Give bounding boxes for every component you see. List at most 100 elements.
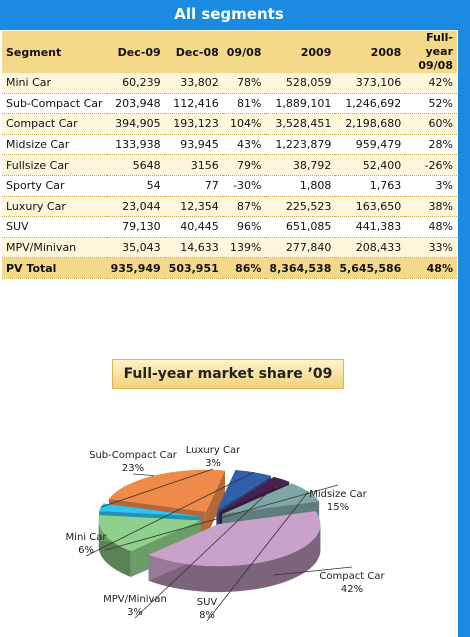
- segment-name-cell: Midsize Car: [2, 134, 107, 156]
- value-cell: 43%: [222, 134, 266, 156]
- pie-chart: Compact Car 42% Midsize Car 15% Luxury Car 3%…: [66, 445, 385, 622]
- value-cell: 33%: [405, 237, 457, 259]
- value-cell: 48%: [405, 216, 457, 238]
- col-header: 2008: [335, 31, 406, 73]
- slice-label: Midsize Car: [309, 489, 367, 500]
- segment-name-cell: MPV/Minivan: [2, 237, 107, 259]
- segments-table: Segment Dec-09 Dec-08 09/08 2009 2008 Fu…: [2, 31, 457, 279]
- value-cell: 959,479: [335, 134, 406, 156]
- value-cell: 23,044: [106, 196, 165, 218]
- pie-slice-compact-car: [148, 511, 321, 567]
- value-cell: 163,650: [335, 196, 406, 218]
- pie-slice-side: [98, 520, 131, 578]
- leader-line: [100, 468, 214, 508]
- value-cell: 52%: [405, 93, 457, 115]
- value-cell: 1,223,879: [265, 134, 336, 156]
- value-cell: 3,528,451: [265, 113, 336, 135]
- value-cell: 1,763: [335, 175, 406, 197]
- value-cell: 193,123: [164, 113, 223, 135]
- value-cell: 38,792: [265, 154, 336, 176]
- value-cell: 133,938: [106, 134, 165, 156]
- value-cell: 28%: [405, 134, 457, 156]
- value-cell: 60%: [405, 113, 457, 135]
- col-header: Full-year 09/08: [405, 31, 457, 73]
- table-row: Fullsize Car 5648 3156 79% 38,792 52,400 -26%: [2, 154, 457, 176]
- slice-percent-label: 8%: [199, 610, 215, 621]
- col-header: 09/08: [222, 31, 266, 73]
- slice-label: SUV: [197, 597, 218, 608]
- segment-name-cell: PV Total: [2, 257, 107, 279]
- value-cell: 35,043: [106, 237, 165, 259]
- slice-percent-label: 23%: [122, 463, 144, 474]
- segment-name-cell: Fullsize Car: [2, 154, 107, 176]
- value-cell: 78%: [222, 73, 266, 94]
- value-cell: 104%: [222, 113, 266, 135]
- value-cell: 42%: [405, 73, 457, 94]
- value-cell: 394,905: [106, 113, 165, 135]
- table-row: Mini Car 60,239 33,802 78% 528,059 373,106 42%: [2, 73, 457, 94]
- value-cell: 48%: [405, 257, 457, 279]
- value-cell: 87%: [222, 196, 266, 218]
- table-row: PV Total 935,949 503,951 86% 8,364,538 5,645,…: [2, 257, 457, 279]
- value-cell: 139%: [222, 237, 266, 259]
- slice-percent-label: 3%: [205, 458, 221, 469]
- table-row: Compact Car 394,905 193,123 104% 3,528,451 2,…: [2, 113, 457, 135]
- table-row: SUV 79,130 40,445 96% 651,085 441,383 48%: [2, 216, 457, 238]
- value-cell: 81%: [222, 93, 266, 115]
- slice-label: MPV/Minivan: [103, 594, 167, 605]
- value-cell: 5,645,586: [335, 257, 406, 279]
- leader-line: [273, 566, 353, 576]
- col-header: 2009: [265, 31, 336, 73]
- leader-line: [134, 478, 283, 619]
- table-body: Mini Car 60,239 33,802 78% 528,059 373,106 42%…: [2, 73, 457, 279]
- value-cell: 79,130: [106, 216, 165, 238]
- pie-labels: Compact Car 42% Midsize Car 15% Luxury Car 3%…: [66, 445, 385, 622]
- table-row: Sporty Car 54 77 -30% 1,808 1,763 3%: [2, 175, 457, 197]
- value-cell: 3156: [164, 154, 223, 176]
- value-cell: 1,246,692: [335, 93, 406, 115]
- table-row: Sub-Compact Car 203,948 112,416 81% 1,889,10…: [2, 93, 457, 115]
- slice-label: Sub-Compact Car: [89, 450, 178, 461]
- value-cell: 203,948: [106, 93, 165, 115]
- value-cell: 79%: [222, 154, 266, 176]
- table-row: MPV/Minivan 35,043 14,633 139% 277,840 208,43…: [2, 237, 457, 259]
- value-cell: 935,949: [106, 257, 165, 279]
- value-cell: 60,239: [106, 73, 165, 94]
- pie-slice-suv: [222, 483, 320, 515]
- pie-slice-mpv-minivan: [219, 476, 290, 513]
- value-cell: 373,106: [335, 73, 406, 94]
- value-cell: 528,059: [265, 73, 336, 94]
- table-row: Luxury Car 23,044 12,354 87% 225,523 163,650 3…: [2, 196, 457, 218]
- value-cell: 8,364,538: [265, 257, 336, 279]
- slice-label: Mini Car: [66, 532, 108, 543]
- value-cell: 441,383: [335, 216, 406, 238]
- value-cell: 5648: [106, 154, 165, 176]
- leader-line: [85, 471, 255, 557]
- col-header: Dec-08: [164, 31, 223, 73]
- value-cell: 77: [164, 175, 223, 197]
- slice-percent-label: 3%: [127, 607, 143, 618]
- pie-slice-luxury-car: [99, 503, 201, 517]
- slice-percent-label: 42%: [341, 584, 363, 595]
- table-row: Midsize Car 133,938 93,945 43% 1,223,879 959,…: [2, 134, 457, 156]
- value-cell: 40,445: [164, 216, 223, 238]
- col-header: Dec-09: [106, 31, 165, 73]
- right-accent-bar: [458, 0, 470, 637]
- value-cell: 52,400: [335, 154, 406, 176]
- col-header-line: 09/08: [418, 59, 453, 72]
- pie-slice-mini-car: [216, 470, 272, 512]
- segment-name-cell: Sub-Compact Car: [2, 93, 107, 115]
- segment-name-cell: Compact Car: [2, 113, 107, 135]
- col-header-line: Full-year: [425, 31, 453, 58]
- leader-line: [104, 484, 339, 551]
- segment-name-cell: Sporty Car: [2, 175, 107, 197]
- chart-title: Full-year market share ’09: [112, 359, 344, 389]
- value-cell: 225,523: [265, 196, 336, 218]
- leader-line: [132, 473, 155, 477]
- slice-percent-label: 15%: [327, 502, 349, 513]
- value-cell: 1,808: [265, 175, 336, 197]
- value-cell: 93,945: [164, 134, 223, 156]
- segment-name-cell: Mini Car: [2, 73, 107, 94]
- value-cell: -26%: [405, 154, 457, 176]
- pie-slice-midsize-car: [98, 515, 201, 552]
